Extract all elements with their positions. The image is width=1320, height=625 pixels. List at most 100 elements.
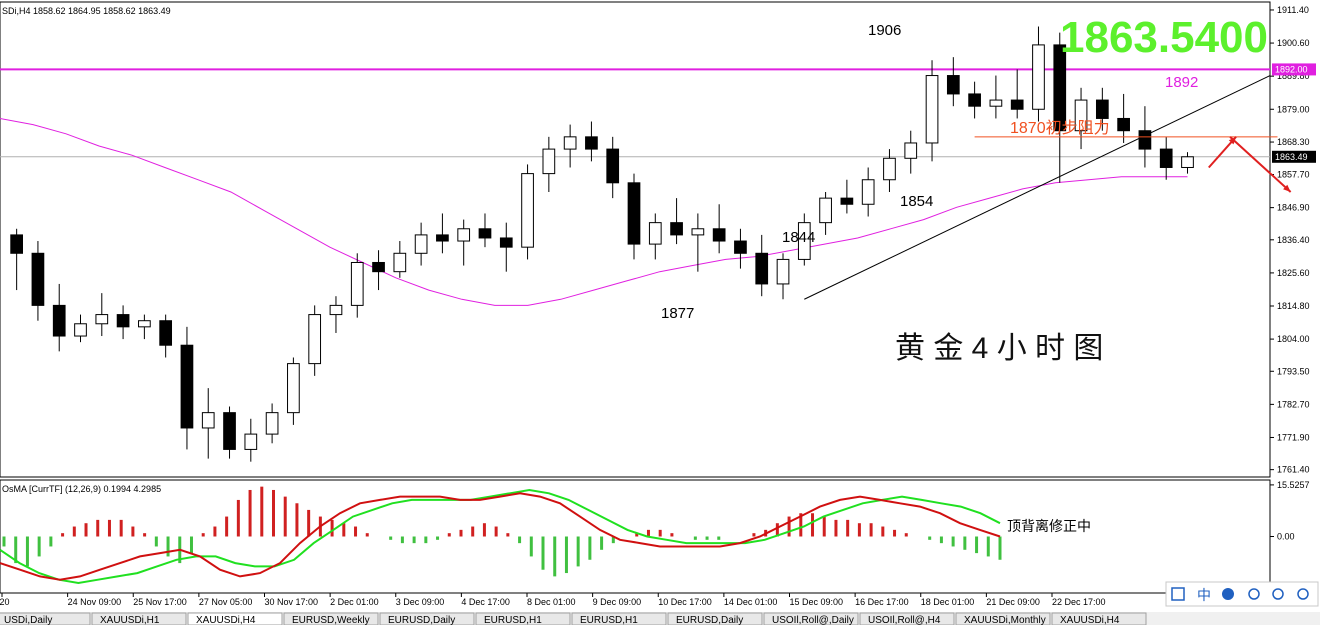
candle-bull [201,412,215,429]
candle-bear [31,252,45,306]
candle-bull [542,148,556,175]
punctuation-icon[interactable] [1248,588,1260,600]
tab-6[interactable] [571,612,667,625]
tab-label[interactable]: USDi,Daily [4,615,52,625]
tab-label[interactable]: USOIl,Roll@,Daily [772,615,854,625]
candle-bear [946,75,960,95]
candle-bull [904,142,918,159]
tab-4[interactable] [379,612,475,625]
candle-bull [1181,156,1194,168]
tab-11[interactable] [1051,612,1147,625]
candle-bull [648,222,662,245]
tab-label[interactable]: EURUSD,H1 [580,615,638,625]
candle-bear [478,228,492,239]
tab-label[interactable]: XAUUSDi,Monthly [964,615,1046,625]
osma-signal-green [0,488,1001,585]
candle-bear [1117,117,1130,132]
forecast-arrowhead [1228,136,1237,145]
price-label-bg-1892 [1272,63,1316,76]
y-tick-label: 1793.50 [1277,366,1310,376]
tab-8[interactable] [763,612,859,625]
x-tick-label: 25 Nov 17:00 [133,597,187,607]
candle-bear [499,237,513,248]
candle-bull [393,252,407,273]
candle-bear [606,148,620,184]
tab-3[interactable] [283,612,379,625]
y-tick-label: 1771.90 [1277,432,1310,442]
tab-1[interactable] [91,612,187,625]
tab-label[interactable]: EURUSD,Weekly [292,615,370,625]
check-icon[interactable] [1171,587,1185,601]
keyboard-icon[interactable] [1272,588,1284,600]
candle-bull [95,314,109,325]
tab-5[interactable] [475,612,571,625]
candle-bear [436,234,449,242]
moon-icon[interactable] [1222,588,1234,600]
x-tick-label: 15 Dec 09:00 [790,597,844,607]
candle-bull [414,234,428,254]
price-annotation: 1906 [868,22,901,39]
tab-label[interactable]: EURUSD,Daily [388,615,455,625]
candle-bear [180,344,194,429]
x-tick-label: 8 Dec 01:00 [527,597,576,607]
y-tick-label: 1889.80 [1277,71,1310,81]
y-tick-label: 1804.00 [1277,334,1310,344]
candle-bear [1010,99,1024,110]
candle-bear [734,240,747,254]
tab-label[interactable]: EURUSD,H1 [484,615,542,625]
x-tick-label: 4 Dec 17:00 [461,597,510,607]
candle-bear [52,304,66,337]
tab-7[interactable] [667,612,763,625]
tab-label[interactable]: XAUUSDi,H4 [1060,615,1120,625]
candle-bear [1053,44,1067,132]
candle-bear [1138,130,1152,150]
settings-icon[interactable] [1297,588,1309,600]
tab-label[interactable]: USOIl,Roll@,H4 [868,615,941,625]
candle-bear [159,320,173,346]
tab-9[interactable] [859,612,955,625]
y-tick-label: 1782.70 [1277,399,1310,409]
candle-bull [265,412,279,435]
tab-2[interactable] [187,612,283,625]
price-annotation: 1877 [661,305,694,322]
candle-bear [585,136,598,150]
y-tick-label: 1814.80 [1277,301,1310,311]
y-tick-label: 1868.30 [1277,137,1310,147]
tab-label[interactable]: XAUUSDi,H4 [196,615,256,625]
x-tick-label: 020 [0,597,10,607]
candle-bull [521,173,534,248]
x-tick-label: 22 Dec 17:00 [1052,597,1106,607]
candle-bull [691,228,705,236]
candle-bull [1074,99,1088,132]
x-tick-label: 14 Dec 01:00 [724,597,778,607]
x-tick-label: 3 Dec 09:00 [396,597,445,607]
osma-tick-label: 0.00 [1277,532,1295,542]
candle-bear [116,314,130,328]
osma-label: OsMA [CurrTF] (12,26,9) 0.1994 4.2985 [2,484,161,494]
osma-signal-red [0,492,1001,581]
x-tick-label: 9 Dec 09:00 [593,597,642,607]
candle-bull [861,179,875,205]
candle-bear [968,93,981,107]
candle-bear [840,197,854,205]
tab-10[interactable] [955,612,1051,625]
y-tick-label: 1879.00 [1277,104,1310,114]
chinese-mode-icon[interactable]: 中 [1197,587,1211,603]
tab-label[interactable]: XAUUSDi,H1 [100,615,160,625]
x-tick-label: 10 Dec 17:00 [658,597,712,607]
candle-bear [627,182,641,245]
x-tick-label: 24 Nov 09:00 [68,597,122,607]
tab-0[interactable] [0,612,91,625]
osma-tick-label: 15.5257 [1277,480,1310,490]
y-tick-label: 1836.40 [1277,235,1310,245]
candle-bear [223,412,236,450]
y-tick-label: 1857.70 [1277,170,1310,180]
y-tick-label: 1846.90 [1277,203,1310,213]
ime-toolbar[interactable] [1165,581,1319,607]
price-annotation: 1854 [900,193,933,210]
osma-pane-frame [0,479,1271,594]
price-annotation: 1870初步阻力 [1010,119,1110,137]
tab-label[interactable]: EURUSD,Daily [676,615,743,625]
osma-annotation: 顶背离修正中 [1007,518,1091,534]
